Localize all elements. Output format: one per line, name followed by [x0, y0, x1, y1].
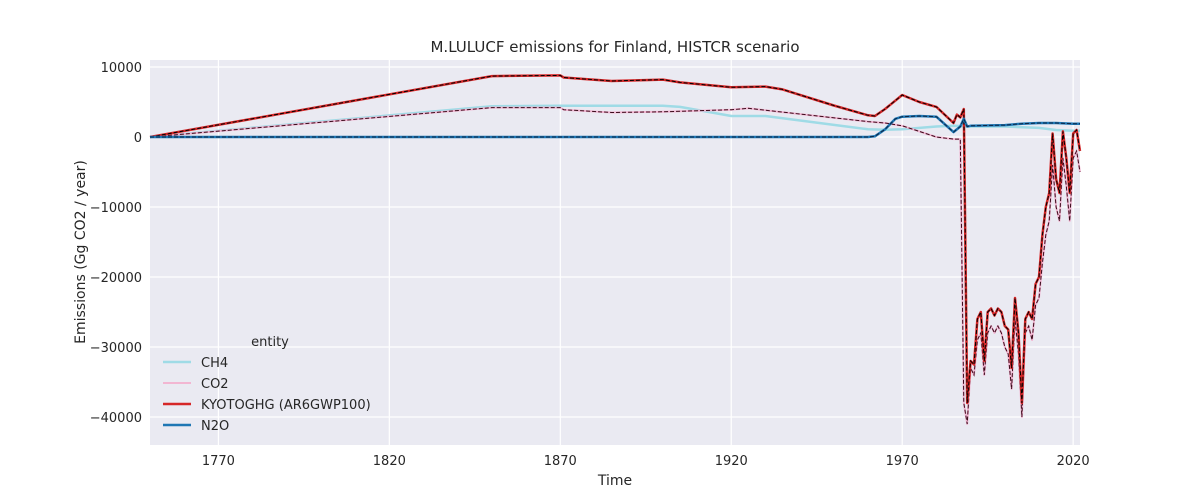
y-tick-label: −40000: [90, 411, 142, 426]
x-tick-label: 1770: [202, 454, 235, 469]
legend: entity CH4 CO2 KYOTOGHG (AR6GWP100) N2O: [163, 335, 371, 434]
x-tick-label: 1970: [886, 454, 919, 469]
legend-title: entity: [251, 335, 289, 350]
x-tick-label: 2020: [1057, 454, 1090, 469]
legend-entry: CH4: [201, 356, 228, 371]
series-line-ch4: [149, 104, 1080, 139]
x-tick-label: 1870: [544, 454, 577, 469]
series-layer: [149, 74, 1082, 425]
y-tick-label: 0: [134, 131, 142, 146]
legend-entry: N2O: [201, 419, 229, 434]
series-dashed-n2o: [150, 115, 1080, 138]
x-tick-label: 1920: [715, 454, 748, 469]
axis-ticks: 1770 1820 1870 1920 1970 2020 10000 0 −10000 −200…: [90, 61, 1090, 469]
y-tick-label: −20000: [90, 271, 142, 286]
chart-title: M.LULUCF emissions for Finland, HISTCR s…: [430, 38, 799, 56]
series-dashed-co2: [149, 107, 1081, 425]
series-dashed-kyotoghg-ar6gwp100: [149, 74, 1081, 404]
x-tick-label: 1820: [373, 454, 406, 469]
y-tick-label: 10000: [101, 61, 142, 76]
plot-area: [150, 60, 1080, 445]
y-axis-label: Emissions (Gg CO2 / year): [73, 160, 89, 344]
legend-entry: CO2: [201, 377, 229, 392]
y-tick-label: −10000: [90, 201, 142, 216]
x-axis-label: Time: [597, 473, 632, 489]
y-tick-label: −30000: [90, 341, 142, 356]
legend-entry: KYOTOGHG (AR6GWP100): [201, 398, 371, 413]
